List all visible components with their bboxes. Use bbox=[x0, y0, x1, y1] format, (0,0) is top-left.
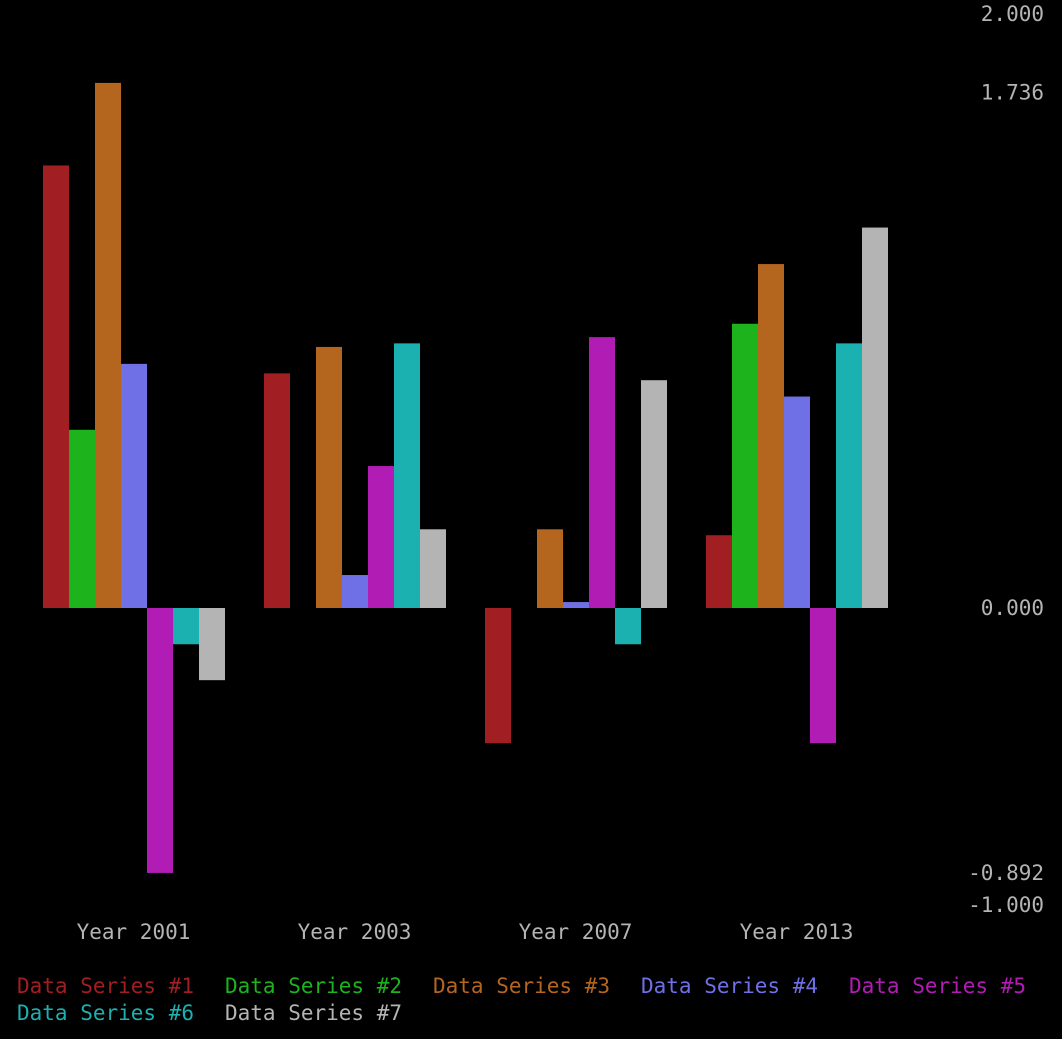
bar-series-3-year-2007 bbox=[537, 529, 563, 608]
bar-series-5-year-2003 bbox=[368, 466, 394, 608]
bar-series-6-year-2013 bbox=[836, 343, 862, 608]
bar-series-6-year-2001 bbox=[173, 608, 199, 645]
y-tick-label: -0.892 bbox=[968, 861, 1044, 885]
bar-series-4-year-2013 bbox=[784, 396, 810, 608]
y-tick-label: -1.000 bbox=[968, 893, 1044, 917]
bar-series-3-year-2001 bbox=[95, 82, 121, 609]
x-category-label: Year 2007 bbox=[519, 920, 633, 944]
x-category-label: Year 2003 bbox=[298, 920, 412, 944]
bars-group bbox=[43, 82, 888, 873]
bar-series-6-year-2003 bbox=[394, 343, 420, 608]
legend-item-series-6: Data Series #6 bbox=[17, 1001, 194, 1025]
x-category-label: Year 2013 bbox=[740, 920, 854, 944]
bar-series-5-year-2007 bbox=[589, 337, 615, 608]
bar-series-7-year-2007 bbox=[641, 380, 667, 608]
bar-series-2-year-2001 bbox=[69, 429, 95, 608]
legend-item-series-7: Data Series #7 bbox=[225, 1001, 402, 1025]
legend-item-series-5: Data Series #5 bbox=[849, 974, 1026, 998]
bar-series-3-year-2013 bbox=[758, 264, 784, 608]
bar-series-7-year-2013 bbox=[862, 227, 888, 608]
bar-series-4-year-2003 bbox=[342, 575, 368, 608]
legend-item-series-2: Data Series #2 bbox=[225, 974, 402, 998]
bar-series-7-year-2001 bbox=[199, 608, 225, 681]
y-tick-label: 0.000 bbox=[981, 596, 1044, 620]
x-axis-categories: Year 2001 Year 2003 Year 2007 Year 2013 bbox=[77, 920, 854, 944]
bar-series-2-year-2013 bbox=[732, 323, 758, 608]
legend-item-series-4: Data Series #4 bbox=[641, 974, 818, 998]
bar-series-4-year-2001 bbox=[121, 363, 147, 608]
bar-series-3-year-2003 bbox=[316, 346, 342, 608]
bar-series-5-year-2001 bbox=[147, 608, 173, 873]
legend-item-series-1: Data Series #1 bbox=[17, 974, 194, 998]
bar-series-1-year-2001 bbox=[43, 165, 69, 608]
y-tick-label: 1.736 bbox=[981, 80, 1044, 104]
y-tick-label: 2.000 bbox=[981, 2, 1044, 26]
bar-series-1-year-2013 bbox=[706, 535, 732, 608]
bar-series-1-year-2007 bbox=[485, 608, 511, 744]
bar-series-5-year-2013 bbox=[810, 608, 836, 744]
bar-series-7-year-2003 bbox=[420, 529, 446, 608]
legend-item-series-3: Data Series #3 bbox=[433, 974, 610, 998]
bar-series-1-year-2003 bbox=[264, 373, 290, 608]
bar-series-4-year-2007 bbox=[563, 602, 589, 608]
y-axis-ticks: 2.000 1.736 0.000 -0.892 -1.000 bbox=[968, 2, 1044, 917]
legend: Data Series #1 Data Series #2 Data Series … bbox=[17, 974, 1026, 1025]
bar-series-6-year-2007 bbox=[615, 608, 641, 645]
x-category-label: Year 2001 bbox=[77, 920, 191, 944]
